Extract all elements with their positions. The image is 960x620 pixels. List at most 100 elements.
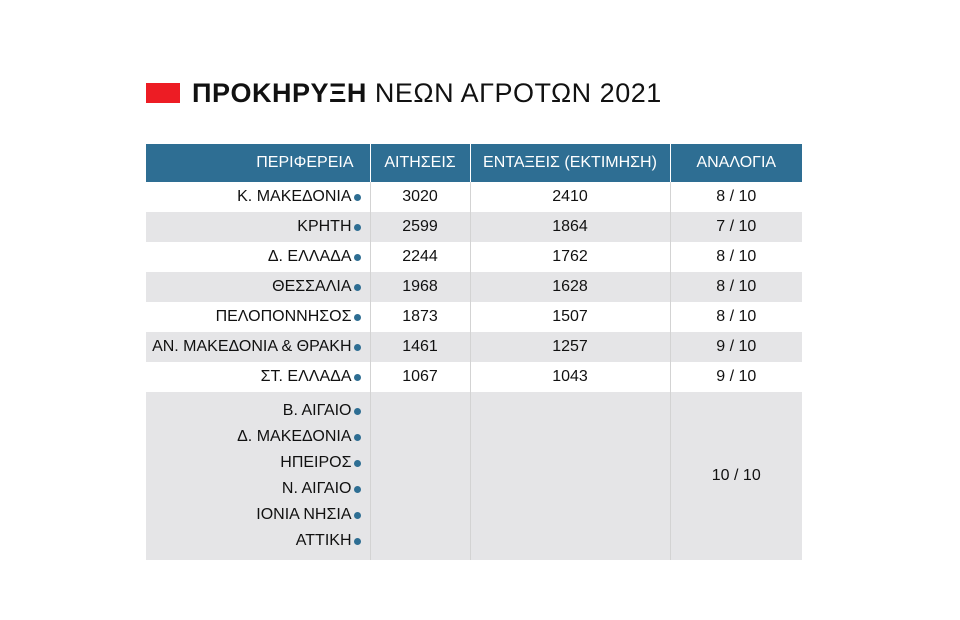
- bullet-dot-icon: [353, 194, 361, 201]
- table-row: ΣΤ. ΕΛΛΑΔΑ 1067 1043 9 / 10: [146, 362, 802, 392]
- region-cell: ΠΕΛΟΠΟΝΝΗΣΟΣ: [146, 302, 371, 332]
- inclusions-cell-text: 1762: [552, 248, 588, 265]
- region-group-item: Δ. ΜΑΚΕΔΟΝΙΑ: [237, 424, 369, 450]
- title-bold-text: ΠΡΟΚΗΡΥΞΗ: [192, 77, 367, 108]
- table-body: Κ. ΜΑΚΕΔΟΝΙΑ 3020 2410 8 / 10 ΚΡΗΤΗ 2599 1864 7…: [146, 182, 802, 560]
- region-cell: ΑΝ. ΜΑΚΕΔΟΝΙΑ & ΘΡΑΚΗ: [146, 332, 371, 362]
- region-cell: Κ. ΜΑΚΕΔΟΝΙΑ: [146, 182, 371, 212]
- inclusions-cell-text: 1043: [552, 368, 588, 385]
- inclusions-cell: 1043: [470, 362, 671, 392]
- region-group-item-text: Β. ΑΙΓΑΙΟ: [282, 402, 352, 419]
- applications-cell-text: 1067: [402, 368, 438, 385]
- bullet-dot-icon: [353, 374, 361, 381]
- ratio-cell: 9 / 10: [670, 362, 802, 392]
- applications-cell-text: 1968: [402, 278, 438, 295]
- region-cell-text: Κ. ΜΑΚΕΔΟΝΙΑ: [237, 188, 352, 205]
- applications-cell: 1873: [370, 302, 471, 332]
- table-row-grouped: Β. ΑΙΓΑΙΟ Δ. ΜΑΚΕΔΟΝΙΑ ΗΠΕΙΡΟΣ Ν. ΑΙΓΑΙΟ ΙΟΝ…: [146, 392, 802, 560]
- ratio-cell-text: 8 / 10: [716, 308, 757, 325]
- header-ratio: ΑΝΑΛΟΓΙΑ: [670, 144, 802, 182]
- region-group-item-text: Δ. ΜΑΚΕΔΟΝΙΑ: [237, 428, 352, 445]
- title-rest-text: ΝΕΩΝ ΑΓΡΟΤΩΝ 2021: [374, 77, 662, 108]
- ratio-cell: 8 / 10: [670, 242, 802, 272]
- bullet-dot-icon: [353, 408, 361, 415]
- applications-cell-text: 3020: [402, 188, 438, 205]
- region-group-item: ΑΤΤΙΚΗ: [296, 528, 370, 554]
- region-cell-text: Δ. ΕΛΛΑΔΑ: [267, 248, 352, 265]
- inclusions-cell: 1628: [470, 272, 671, 302]
- ratio-cell: 8 / 10: [670, 302, 802, 332]
- applications-cell-text: 1461: [402, 338, 438, 355]
- region-cell: ΚΡΗΤΗ: [146, 212, 371, 242]
- table-row: ΚΡΗΤΗ 2599 1864 7 / 10: [146, 212, 802, 242]
- region-group-item-text: ΙΟΝΙΑ ΝΗΣΙΑ: [256, 506, 352, 523]
- region-cell-text: ΘΕΣΣΑΛΙΑ: [272, 278, 352, 295]
- ratio-cell: 8 / 10: [670, 272, 802, 302]
- inclusions-cell: 1864: [470, 212, 671, 242]
- bullet-dot-icon: [353, 434, 361, 441]
- region-group-item-text: Ν. ΑΙΓΑΙΟ: [281, 480, 352, 497]
- inclusions-cell: 1257: [470, 332, 671, 362]
- region-group-item-text: ΗΠΕΙΡΟΣ: [280, 454, 352, 471]
- ratio-cell-text: 7 / 10: [716, 218, 757, 235]
- region-group-item-text: ΑΤΤΙΚΗ: [295, 532, 352, 549]
- inclusions-cell: 1507: [470, 302, 671, 332]
- ratio-cell-text: 8 / 10: [716, 248, 757, 265]
- region-group-item: Β. ΑΙΓΑΙΟ: [283, 398, 370, 424]
- data-table: ΠΕΡΙΦΕΡΕΙΑ ΑΙΤΗΣΕΙΣ ΕΝΤΑΞΕΙΣ (ΕΚΤΙΜΗΣΗ) …: [146, 144, 802, 560]
- table-row: Δ. ΕΛΛΑΔΑ 2244 1762 8 / 10: [146, 242, 802, 272]
- applications-cell: 1067: [370, 362, 471, 392]
- inclusions-cell: 1762: [470, 242, 671, 272]
- region-cell: ΣΤ. ΕΛΛΑΔΑ: [146, 362, 371, 392]
- bullet-dot-icon: [353, 314, 361, 321]
- table-row: ΑΝ. ΜΑΚΕΔΟΝΙΑ & ΘΡΑΚΗ 1461 1257 9 / 10: [146, 332, 802, 362]
- ratio-cell-text: 8 / 10: [716, 188, 757, 205]
- region-group-item: Ν. ΑΙΓΑΙΟ: [282, 476, 370, 502]
- ratio-cell-text: 9 / 10: [716, 368, 757, 385]
- bullet-dot-icon: [353, 224, 361, 231]
- table-header-row: ΠΕΡΙΦΕΡΕΙΑ ΑΙΤΗΣΕΙΣ ΕΝΤΑΞΕΙΣ (ΕΚΤΙΜΗΣΗ) …: [146, 144, 802, 182]
- region-cell: ΘΕΣΣΑΛΙΑ: [146, 272, 371, 302]
- header-inclusions: ΕΝΤΑΞΕΙΣ (ΕΚΤΙΜΗΣΗ): [470, 144, 671, 182]
- inclusions-cell: 2410: [470, 182, 671, 212]
- region-cell-text: ΠΕΛΟΠΟΝΝΗΣΟΣ: [215, 308, 352, 325]
- title-accent-block: [146, 83, 180, 103]
- inclusions-group-cell: [470, 392, 671, 560]
- ratio-cell: 9 / 10: [670, 332, 802, 362]
- region-group-item: ΗΠΕΙΡΟΣ: [280, 450, 369, 476]
- applications-cell: 3020: [370, 182, 471, 212]
- inclusions-cell-text: 1628: [552, 278, 588, 295]
- header-region: ΠΕΡΙΦΕΡΕΙΑ: [146, 144, 371, 182]
- inclusions-cell-text: 1507: [552, 308, 588, 325]
- inclusions-cell-text: 1257: [552, 338, 588, 355]
- applications-cell-text: 2599: [402, 218, 438, 235]
- chart-title: ΠΡΟΚΗΡΥΞΗ ΝΕΩΝ ΑΓΡΟΤΩΝ 2021: [146, 76, 662, 110]
- ratio-cell: 7 / 10: [670, 212, 802, 242]
- table-row: ΠΕΛΟΠΟΝΝΗΣΟΣ 1873 1507 8 / 10: [146, 302, 802, 332]
- bullet-dot-icon: [353, 460, 361, 467]
- region-group-list: Β. ΑΙΓΑΙΟ Δ. ΜΑΚΕΔΟΝΙΑ ΗΠΕΙΡΟΣ Ν. ΑΙΓΑΙΟ ΙΟΝ…: [146, 392, 370, 560]
- region-group-cell: Β. ΑΙΓΑΙΟ Δ. ΜΑΚΕΔΟΝΙΑ ΗΠΕΙΡΟΣ Ν. ΑΙΓΑΙΟ ΙΟΝ…: [146, 392, 371, 560]
- ratio-group-cell-text: 10 / 10: [711, 467, 761, 484]
- bullet-dot-icon: [353, 344, 361, 351]
- bullet-dot-icon: [353, 538, 361, 545]
- region-cell: Δ. ΕΛΛΑΔΑ: [146, 242, 371, 272]
- ratio-cell-text: 9 / 10: [716, 338, 757, 355]
- applications-cell: 1968: [370, 272, 471, 302]
- inclusions-cell-text: 2410: [552, 188, 588, 205]
- table-row: Κ. ΜΑΚΕΔΟΝΙΑ 3020 2410 8 / 10: [146, 182, 802, 212]
- region-group-item: ΙΟΝΙΑ ΝΗΣΙΑ: [256, 502, 369, 528]
- table-row: ΘΕΣΣΑΛΙΑ 1968 1628 8 / 10: [146, 272, 802, 302]
- bullet-dot-icon: [353, 486, 361, 493]
- ratio-cell-text: 8 / 10: [716, 278, 757, 295]
- applications-cell: 2599: [370, 212, 471, 242]
- ratio-group-cell: 10 / 10: [670, 392, 802, 560]
- region-cell-text: ΑΝ. ΜΑΚΕΔΟΝΙΑ & ΘΡΑΚΗ: [152, 338, 352, 355]
- applications-cell: 2244: [370, 242, 471, 272]
- ratio-cell: 8 / 10: [670, 182, 802, 212]
- bullet-dot-icon: [353, 512, 361, 519]
- bullet-dot-icon: [353, 254, 361, 261]
- applications-group-cell: [370, 392, 471, 560]
- applications-cell-text: 1873: [402, 308, 438, 325]
- applications-cell-text: 2244: [402, 248, 438, 265]
